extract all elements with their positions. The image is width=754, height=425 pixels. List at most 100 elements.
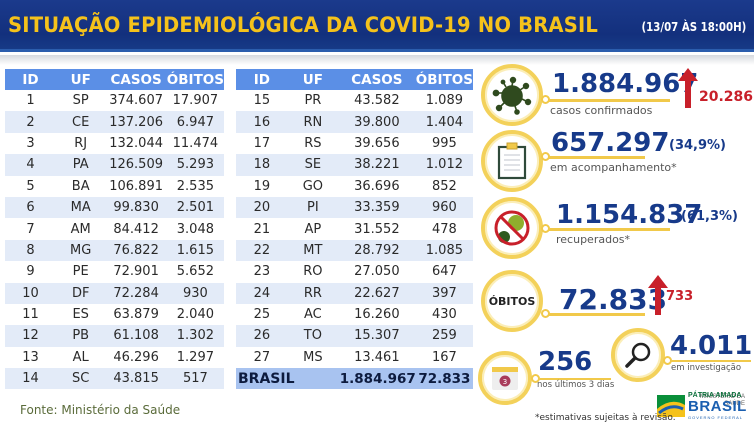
cell-casos: 374.607: [109, 93, 163, 109]
total-obitos: 72.833: [415, 368, 473, 390]
cell-casos: 132.044: [109, 135, 163, 151]
cell-obitos: 478: [431, 221, 457, 237]
cell-id: 20: [236, 196, 288, 219]
cell-uf: GO: [302, 178, 324, 194]
cell-obitos: 930: [166, 282, 224, 304]
cell-obitos: 430: [431, 307, 457, 323]
cell-id: 25: [253, 307, 271, 323]
confirmed-connector: [545, 99, 670, 102]
cell-obitos: 1.085: [415, 239, 473, 262]
last3days-connector: [535, 378, 611, 380]
col-casos: CASOS: [105, 69, 167, 90]
cell-uf: DF: [55, 282, 106, 304]
total-row: BRASIL 1.884.967 72.833: [236, 368, 473, 390]
cell-obitos: 960: [415, 196, 473, 219]
table-row: 2 CE 137.206 6.947: [5, 111, 224, 133]
cell-uf: PA: [55, 154, 106, 176]
cell-uf: RJ: [74, 135, 88, 151]
flag-icon: [657, 395, 685, 417]
cell-casos: 22.627: [337, 282, 416, 304]
clipboard-icon: [497, 142, 527, 180]
page-title: SITUAÇÃO EPIDEMIOLÓGICA DA COVID-19 NO B…: [8, 12, 599, 37]
monitoring-label: em acompanhamento*: [550, 161, 677, 174]
cell-obitos: 1.615: [166, 239, 224, 262]
cell-obitos: 852: [431, 178, 457, 194]
cell-casos: 106.891: [109, 178, 163, 194]
cell-uf: SC: [55, 368, 106, 390]
cell-uf: RR: [287, 282, 338, 304]
cell-casos: 13.461: [354, 349, 400, 365]
cell-obitos: 2.501: [166, 196, 224, 219]
header-banner: SITUAÇÃO EPIDEMIOLÓGICA DA COVID-19 NO B…: [0, 0, 754, 52]
cell-id: 21: [253, 221, 271, 237]
cell-casos: 137.206: [105, 111, 167, 133]
states-table-right: ID UF CASOS ÓBITOS 15 PR 43.582 1.089 16 RN 39…: [236, 69, 473, 390]
cell-uf: RO: [303, 264, 323, 280]
last3days-value: 256: [538, 347, 593, 377]
cell-obitos: 1.297: [176, 349, 214, 365]
monitoring-connector: [545, 156, 645, 159]
cell-id: 2: [5, 111, 56, 133]
cell-casos: 46.296: [113, 349, 159, 365]
investigation-value: 4.011: [670, 331, 753, 361]
last3days-icon-circle: 3: [478, 351, 532, 405]
cell-uf: TO: [287, 325, 338, 347]
cell-uf: ES: [72, 307, 89, 323]
confirmed-increase: 20.286: [699, 89, 754, 105]
col-obitos: ÓBITOS: [166, 69, 224, 90]
cell-obitos: 1.404: [415, 111, 473, 133]
cell-uf: SP: [72, 93, 89, 109]
col-id: ID: [236, 69, 288, 90]
cell-id: 23: [253, 264, 271, 280]
page-date: (13/07 ÀS 18:00H): [641, 20, 746, 34]
cell-obitos: 995: [431, 135, 457, 151]
table-row: 23 RO 27.050 647: [236, 261, 473, 282]
cell-casos: 72.284: [105, 282, 167, 304]
connector-dot: [541, 95, 550, 104]
cell-casos: 99.830: [105, 196, 167, 219]
table-row: 12 PB 61.108 1.302: [5, 325, 224, 347]
total-label: BRASIL: [236, 368, 338, 390]
ministry-line2: SAÚDE: [724, 401, 746, 407]
no-virus-icon: [494, 210, 530, 246]
cell-uf: BA: [71, 178, 90, 194]
svg-text:3: 3: [503, 378, 507, 386]
monitoring-icon-circle: [481, 130, 543, 192]
table-row: 6 MA 99.830 2.501: [5, 196, 224, 219]
cell-obitos: 2.040: [176, 307, 214, 323]
confirmed-icon-circle: [481, 64, 543, 126]
cell-id: 4: [5, 154, 56, 176]
table-row: 17 RS 39.656 995: [236, 133, 473, 154]
cell-id: 1: [26, 93, 35, 109]
cell-casos: 76.822: [105, 239, 167, 262]
recovered-label: recuperados*: [556, 233, 631, 246]
col-uf: UF: [287, 69, 338, 90]
magnifier-icon: [625, 342, 651, 368]
connector-dot: [541, 224, 550, 233]
source-note: Fonte: Ministério da Saúde: [20, 403, 181, 417]
table-row: 20 PI 33.359 960: [236, 196, 473, 219]
ministry-logo: MINISTÉRIO DA SAÚDE: [700, 394, 745, 408]
arrow-up-icon: [648, 275, 668, 315]
brand-line1: PÁTRIA AMADA: [688, 392, 742, 399]
investigation-icon-circle: [611, 328, 665, 382]
cell-casos: 126.509: [105, 154, 167, 176]
table-row: 24 RR 22.627 397: [236, 282, 473, 304]
table-row: 4 PA 126.509 5.293: [5, 154, 224, 176]
table-row: 11 ES 63.879 2.040: [5, 304, 224, 325]
cell-id: 3: [26, 135, 35, 151]
table-row: 27 MS 13.461 167: [236, 347, 473, 368]
table-row: 14 SC 43.815 517: [5, 368, 224, 390]
col-casos: CASOS: [337, 69, 416, 90]
cell-id: 18: [236, 154, 288, 176]
cell-casos: 39.800: [337, 111, 416, 133]
table-row: 9 PE 72.901 5.652: [5, 261, 224, 282]
states-table-left: ID UF CASOS ÓBITOS 1 SP 374.607 17.907 2 CE 13…: [5, 69, 224, 390]
cell-id: 12: [5, 325, 56, 347]
cell-id: 15: [253, 93, 271, 109]
cell-uf: AC: [304, 307, 322, 323]
cell-id: 24: [236, 282, 288, 304]
footnote: *estimativas sujeitas à revisão.: [535, 413, 676, 423]
cell-obitos: 6.947: [166, 111, 224, 133]
table-row: 1 SP 374.607 17.907: [5, 90, 224, 111]
